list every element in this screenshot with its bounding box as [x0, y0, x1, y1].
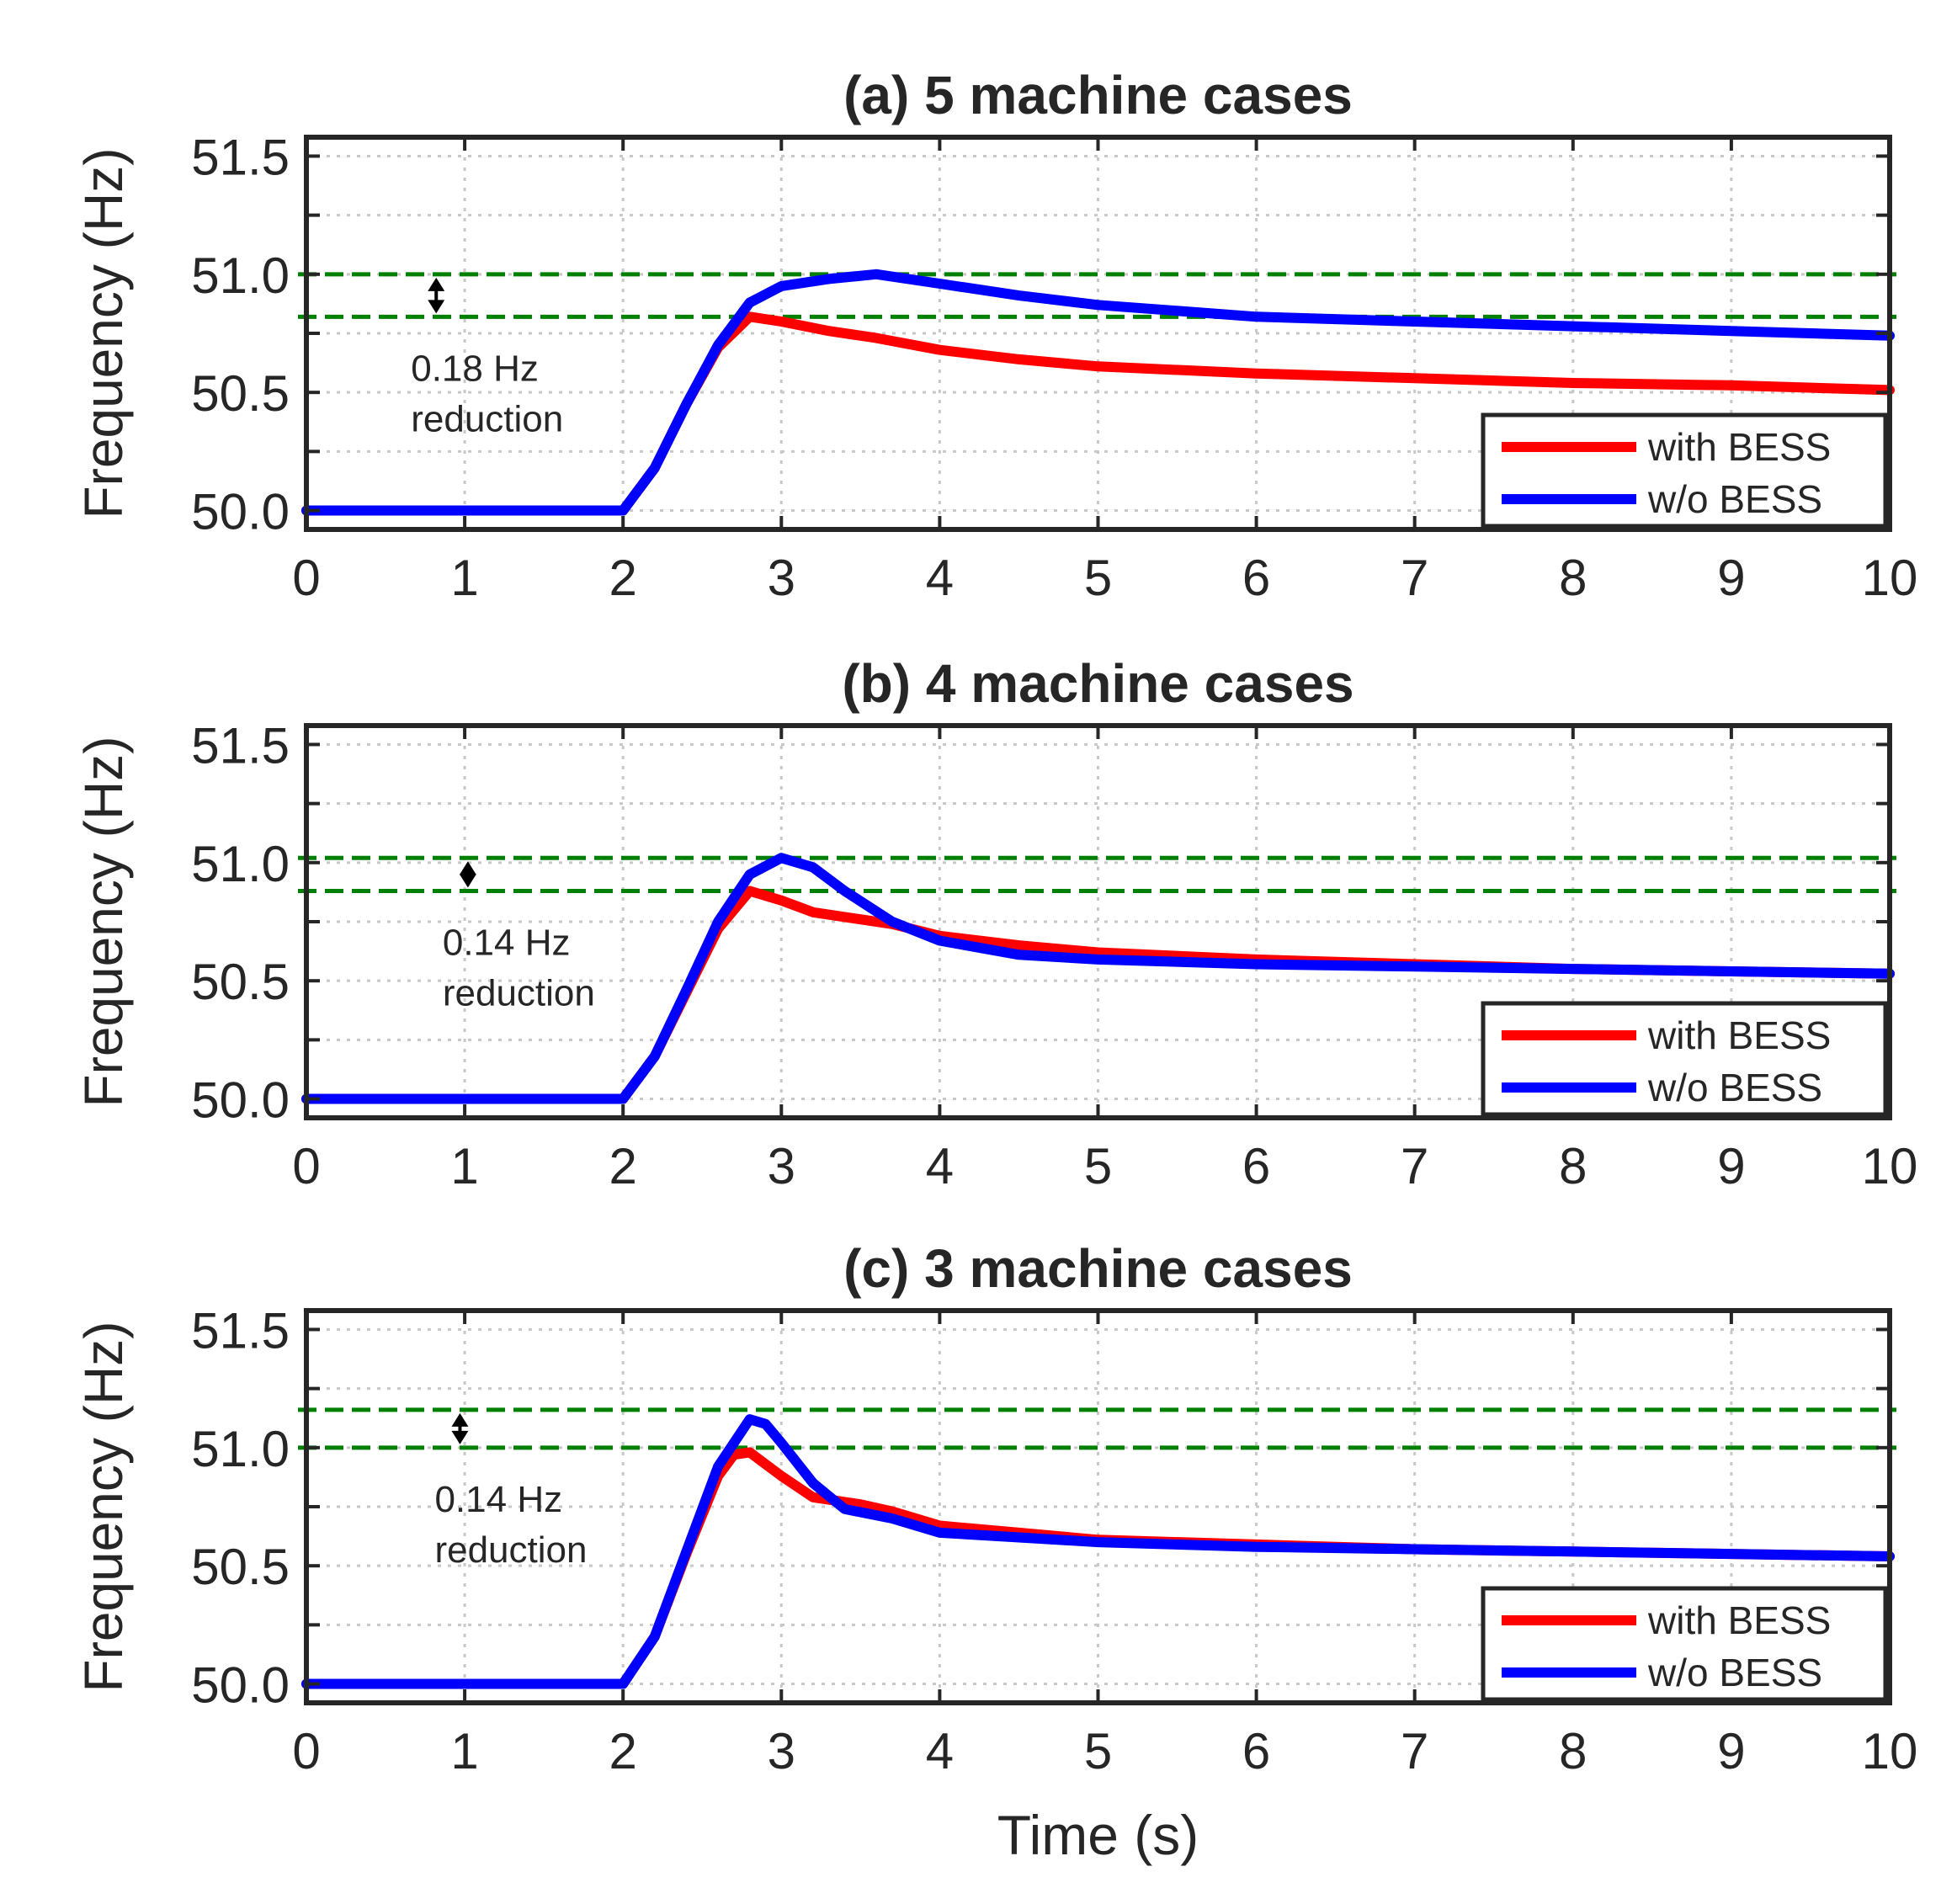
series-line-without-bess [301, 269, 1895, 516]
annotation-arrow-head-down [451, 1430, 469, 1444]
x-tick-label: 2 [609, 1723, 637, 1779]
x-tick-label: 6 [1242, 1723, 1270, 1779]
y-tick-label: 51.0 [191, 836, 290, 892]
x-tick-label: 0 [292, 1723, 320, 1779]
chart-title: (b) 4 machine cases [842, 653, 1353, 714]
x-tick-label: 4 [926, 1138, 954, 1194]
chart-title: (c) 3 machine cases [843, 1238, 1353, 1299]
y-tick-label: 51.0 [191, 247, 290, 304]
annotation-value: 0.18 Hz [411, 348, 539, 389]
annotation-label: reduction [443, 973, 595, 1014]
annotation-value: 0.14 Hz [443, 923, 571, 964]
legend-box [1481, 1001, 1888, 1117]
y-tick-label: 50.0 [191, 484, 290, 540]
chart-panel-3: (c) 3 machine cases 0 1 2 3 4 5 6 7 8 9 10 50.0 50.5 5… [73, 1238, 1917, 1866]
y-tick-label: 51.5 [191, 1302, 290, 1359]
chart-panel-1: (a) 5 machine cases 0 1 2 3 4 5 6 7 8 9 10 50.0 50.5 5… [73, 65, 1917, 606]
x-tick-label: 0 [292, 1138, 320, 1194]
series-line-without-bess [301, 1414, 1895, 1689]
annotation-arrow-head-up [451, 1412, 469, 1427]
x-tick-label: 9 [1717, 550, 1745, 606]
x-tick-label: 3 [768, 1138, 795, 1194]
x-tick-label: 9 [1717, 1138, 1745, 1194]
legend-label-without-bess: w/o BESS [1647, 477, 1822, 521]
chart-panel-2: (b) 4 machine cases 0 1 2 3 4 5 6 7 8 9 10 50.0 50.5 5… [73, 653, 1917, 1194]
y-axis-label: Frequency (Hz) [73, 1322, 134, 1693]
x-tick-label: 8 [1559, 1138, 1587, 1194]
series-line-without-bess [301, 853, 1895, 1104]
x-tick-label: 5 [1084, 1723, 1112, 1779]
y-axis-label: Frequency (Hz) [73, 737, 134, 1108]
x-tick-label: 4 [926, 550, 954, 606]
annotation-arrow-head-up [459, 861, 476, 875]
y-tick-label: 51.5 [191, 129, 290, 185]
x-tick-label: 2 [609, 1138, 637, 1194]
y-tick-label: 51.0 [191, 1421, 290, 1477]
x-tick-label: 4 [926, 1723, 954, 1779]
x-tick-label: 2 [609, 550, 637, 606]
x-tick-label: 7 [1401, 1723, 1428, 1779]
legend-label-with-bess: with BESS [1647, 1598, 1831, 1642]
x-tick-label: 1 [450, 1138, 478, 1194]
y-tick-label: 50.0 [191, 1657, 290, 1714]
annotation-label: reduction [434, 1529, 587, 1571]
x-tick-label: 8 [1559, 1723, 1587, 1779]
x-tick-label: 7 [1401, 1138, 1428, 1194]
y-tick-label: 50.0 [191, 1072, 290, 1129]
x-axis-label: Time (s) [997, 1804, 1199, 1866]
annotation-arrow-head-up [428, 277, 445, 291]
chart-title: (a) 5 machine cases [843, 65, 1353, 125]
x-tick-label: 10 [1862, 1138, 1918, 1194]
legend-label-without-bess: w/o BESS [1647, 1066, 1822, 1109]
annotation-arrow-head-down [459, 874, 476, 888]
x-tick-label: 6 [1242, 1138, 1270, 1194]
x-tick-label: 6 [1242, 550, 1270, 606]
annotation-arrow-head-down [428, 300, 445, 314]
x-tick-label: 1 [450, 550, 478, 606]
x-tick-label: 5 [1084, 1138, 1112, 1194]
y-tick-label: 50.5 [191, 1539, 290, 1595]
y-axis-label: Frequency (Hz) [73, 148, 134, 519]
x-tick-label: 5 [1084, 550, 1112, 606]
legend-label-with-bess: with BESS [1647, 1013, 1831, 1057]
x-tick-label: 3 [768, 1723, 795, 1779]
x-tick-label: 1 [450, 1723, 478, 1779]
x-tick-label: 9 [1717, 1723, 1745, 1779]
y-tick-label: 50.5 [191, 954, 290, 1010]
legend-box [1481, 412, 1888, 529]
annotation-label: reduction [411, 398, 563, 439]
legend-label-with-bess: with BESS [1647, 425, 1831, 469]
x-tick-label: 10 [1862, 550, 1918, 606]
legend-box [1481, 1586, 1888, 1702]
x-tick-label: 7 [1401, 550, 1428, 606]
x-tick-label: 0 [292, 550, 320, 606]
annotation-value: 0.14 Hz [434, 1479, 562, 1520]
x-tick-label: 3 [768, 550, 795, 606]
legend-label-without-bess: w/o BESS [1647, 1651, 1822, 1694]
y-tick-label: 51.5 [191, 717, 290, 774]
x-tick-label: 8 [1559, 550, 1587, 606]
y-tick-label: 50.5 [191, 365, 290, 422]
x-tick-label: 10 [1862, 1723, 1918, 1779]
